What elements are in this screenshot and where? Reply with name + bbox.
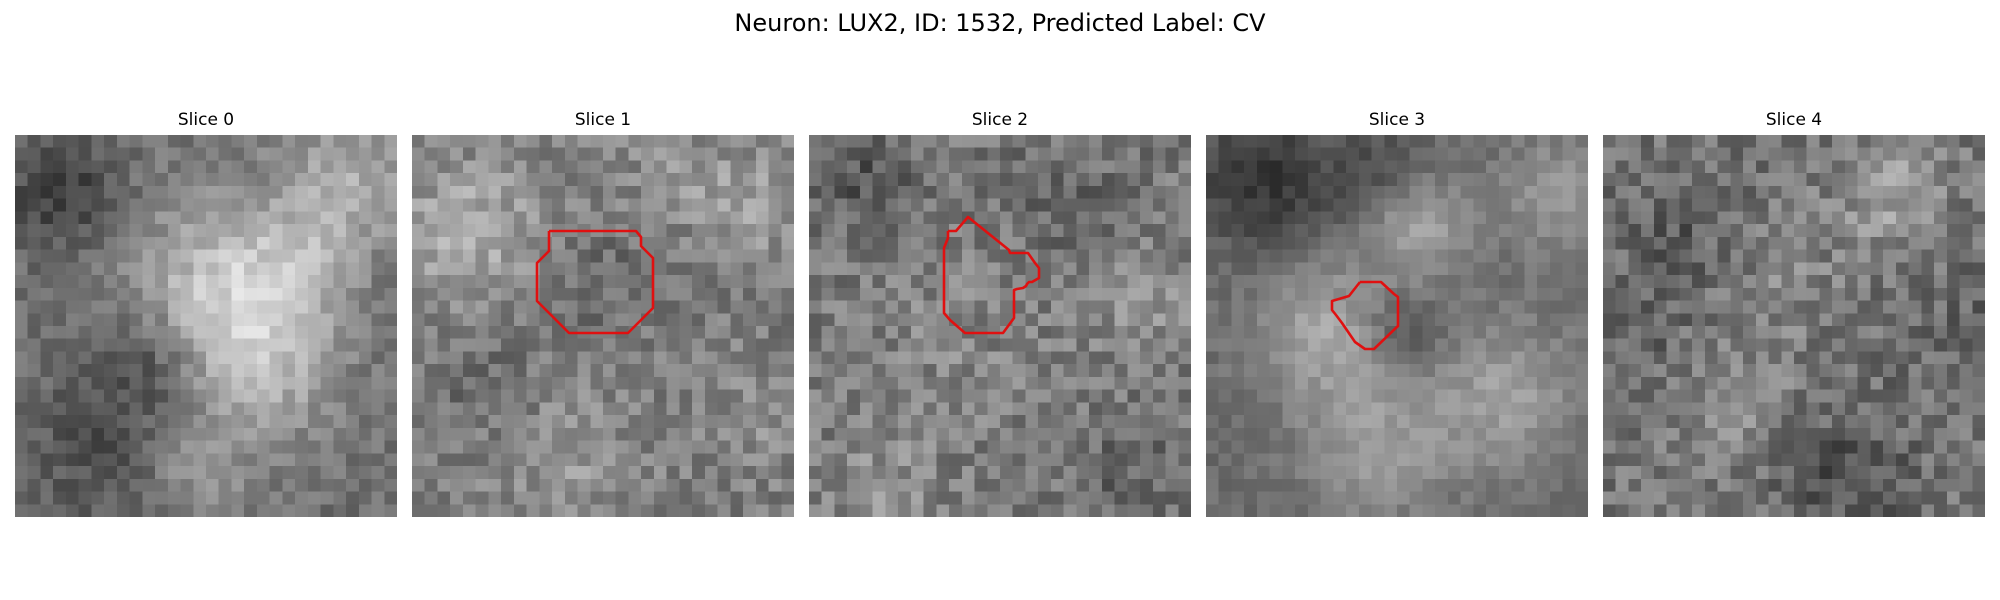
slice-3-image [1206, 135, 1588, 517]
panel-slice-0: Slice 0 [15, 108, 397, 518]
roi-contour-line [1330, 280, 1400, 351]
slice-0-grayscale-canvas [15, 135, 397, 517]
slice-3-roi-contour [1330, 280, 1400, 351]
slice-4-image [1603, 135, 1985, 517]
roi-contour-line [942, 215, 1041, 335]
panel-title-slice-3: Slice 3 [1368, 110, 1426, 130]
panel-slice-2: Slice 2 [809, 108, 1191, 518]
panel-title-slice-4: Slice 4 [1765, 110, 1823, 130]
panel-title-slice-1: Slice 1 [574, 110, 632, 130]
panel-slice-1: Slice 1 [412, 108, 794, 518]
slice-2-roi-contour [942, 215, 1041, 335]
panel-slice-3: Slice 3 [1206, 108, 1588, 518]
panel-slice-4: Slice 4 [1603, 108, 1985, 518]
slice-2-grayscale-canvas [809, 135, 1191, 517]
slice-1-image [412, 135, 794, 517]
slice-1-roi-contour [535, 229, 655, 335]
panel-title-slice-0: Slice 0 [177, 110, 235, 130]
slice-0-image [15, 135, 397, 517]
panel-title-slice-2: Slice 2 [971, 110, 1029, 130]
roi-contour-line [535, 229, 655, 335]
slice-2-image [809, 135, 1191, 517]
slice-1-grayscale-canvas [412, 135, 794, 517]
figure-title: Neuron: LUX2, ID: 1532, Predicted Label:… [734, 9, 1266, 37]
slice-4-grayscale-canvas [1603, 135, 1985, 517]
